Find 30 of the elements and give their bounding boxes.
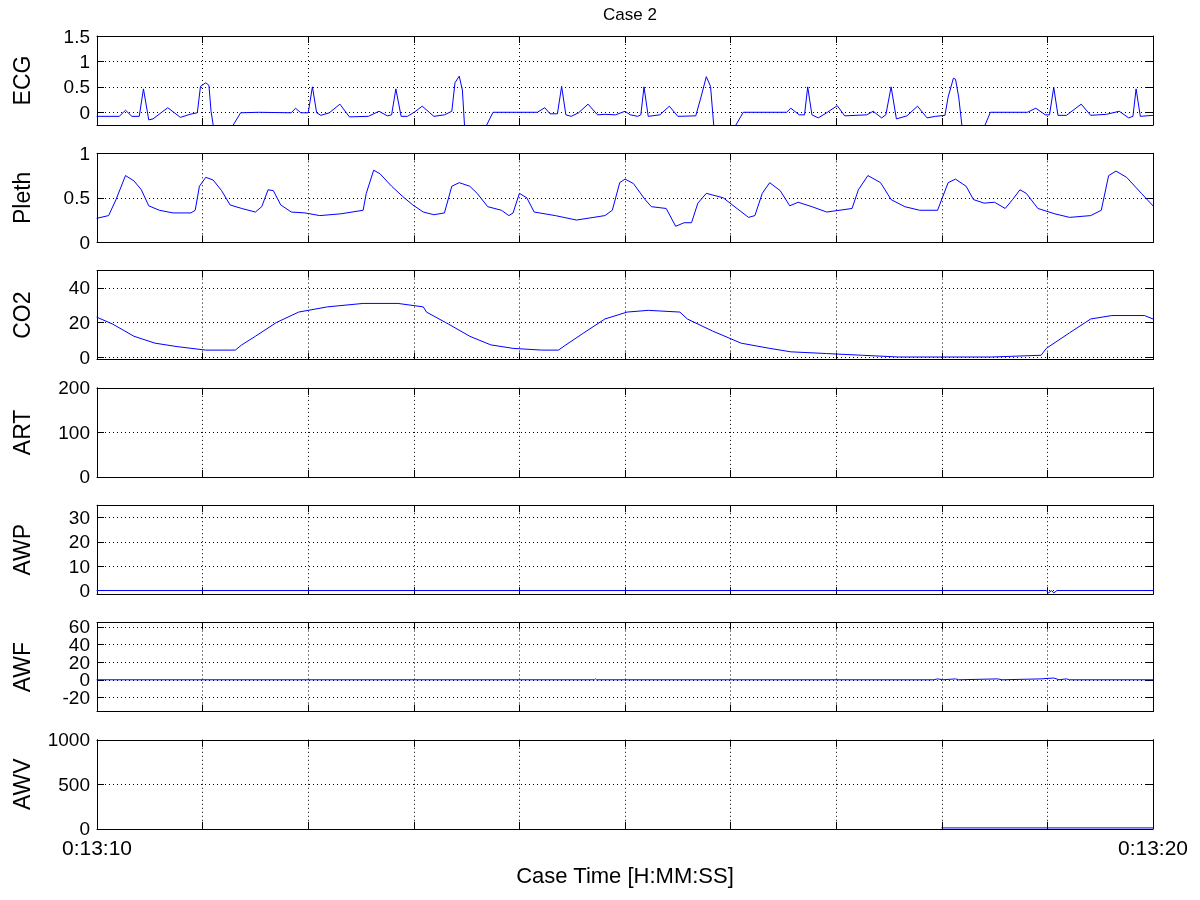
- y-tick-label: 20: [68, 311, 90, 333]
- y-tick-label: 0: [79, 231, 90, 253]
- y-tick-label: 0: [79, 346, 90, 368]
- chart-title: Case 2: [603, 5, 657, 24]
- y-axis-title: ART: [8, 409, 35, 456]
- y-tick-label: 1000: [47, 729, 90, 751]
- y-axis-title: Pleth: [8, 171, 35, 225]
- y-axis-title: AWF: [8, 641, 35, 693]
- y-tick-label: 100: [58, 421, 90, 443]
- y-axis-title: AWP: [8, 523, 35, 576]
- y-tick-label: 0: [79, 101, 90, 123]
- y-tick-label: 200: [58, 377, 90, 399]
- y-tick-label: 1: [79, 50, 90, 72]
- y-tick-label: 40: [68, 277, 90, 299]
- y-tick-label: 30: [68, 506, 90, 528]
- y-axis-title: AWV: [8, 757, 35, 811]
- y-tick-label: 0.5: [63, 76, 90, 98]
- y-tick-label: 1: [79, 142, 90, 164]
- y-tick-label: 20: [68, 531, 90, 553]
- y-tick-label: 0: [79, 580, 90, 602]
- y-axis-title: CO2: [8, 291, 35, 339]
- y-tick-label: 0.5: [63, 187, 90, 209]
- x-axis-title: Case Time [H:MM:SS]: [516, 863, 734, 889]
- x-tick-label: 0:13:20: [1117, 835, 1189, 859]
- y-tick-label: 500: [58, 773, 90, 795]
- line-series: [96, 169, 1154, 227]
- y-axis-title: ECG: [8, 55, 35, 106]
- y-tick-label: 0: [79, 466, 90, 488]
- y-tick-label: 1.5: [63, 25, 90, 47]
- y-tick-label: 10: [68, 555, 90, 577]
